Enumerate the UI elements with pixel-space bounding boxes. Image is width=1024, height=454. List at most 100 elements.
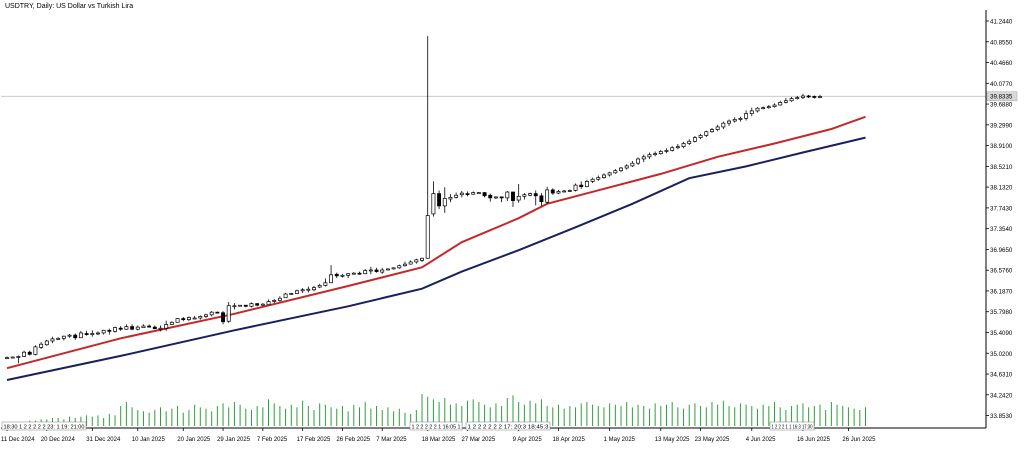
- axes: [1, 10, 987, 429]
- candle-body: [550, 189, 555, 194]
- candle-body: [755, 107, 760, 112]
- price-tick-label: 35.0200: [990, 351, 1013, 358]
- candlestick: [96, 331, 100, 336]
- candlestick: [522, 193, 527, 200]
- candle-body: [61, 335, 66, 339]
- candlestick: [459, 190, 464, 198]
- candlestick: [442, 187, 447, 213]
- candlestick: [232, 303, 237, 310]
- candle-body: [277, 297, 282, 301]
- candle-body: [607, 172, 612, 176]
- candle-body: [147, 325, 152, 328]
- candle-body: [545, 189, 550, 203]
- candle-body: [425, 215, 430, 259]
- candlestick: [710, 127, 714, 133]
- candlestick: [590, 177, 595, 183]
- candlestick: [39, 342, 44, 349]
- candle-body: [783, 100, 788, 103]
- candlestick: [670, 146, 675, 152]
- candlestick: [619, 166, 623, 173]
- candlestick: [744, 110, 749, 121]
- candlestick: [539, 193, 544, 206]
- candle-body: [465, 193, 470, 195]
- price-tick-label: 41.2440: [990, 18, 1013, 25]
- candlestick: [783, 98, 788, 104]
- candlestick: [84, 330, 89, 336]
- candle-body: [488, 194, 493, 199]
- session-label-strip: 1 2 2 2 1 1 16:3 17:30: [769, 421, 815, 431]
- session-label-text: 1 2 2 2 2 2 2 17: 20:3 18:45:3: [468, 425, 549, 431]
- time-tick-label: 20 Jan 2025: [177, 437, 211, 443]
- candlestick: [238, 304, 243, 307]
- candlestick: [255, 303, 260, 307]
- candle-body: [84, 333, 89, 335]
- session-label-box: [769, 421, 815, 431]
- candle-body: [414, 259, 419, 263]
- candlestick: [277, 296, 282, 302]
- candlestick: [493, 196, 498, 199]
- time-tick-label: 27 Mar 2025: [462, 437, 496, 443]
- session-label-text: 18:30 1 2 2 2 2 2 23: 1 19: 21:00: [4, 425, 85, 431]
- candle-body: [704, 131, 709, 136]
- candle-body: [710, 129, 714, 133]
- candle-body: [420, 257, 424, 261]
- candlestick: [505, 190, 510, 202]
- time-tick-label: 23 May 2025: [695, 437, 730, 443]
- candlestick: [204, 313, 208, 319]
- candle-body: [232, 305, 237, 308]
- chart-title: USDTRY, Daily: US Dollar vs Turkish Lira: [5, 3, 134, 10]
- candlestick: [221, 311, 225, 325]
- candle-body: [590, 178, 595, 182]
- candle-body: [204, 314, 208, 317]
- candlestick: [141, 324, 146, 328]
- candlestick: [346, 273, 351, 278]
- candlestick: [488, 193, 493, 202]
- session-label-strip: 18:30 1 2 2 2 2 2 23: 1 19: 21:00: [1, 421, 87, 431]
- candlestick: [698, 133, 703, 140]
- candle-body: [175, 318, 180, 323]
- session-label-text: 1 2 2 2 1 1 16:3 17:30: [772, 425, 813, 431]
- candle-body: [687, 140, 692, 144]
- candlestick: [118, 326, 123, 331]
- candle-body: [397, 265, 402, 269]
- candlestick: [385, 268, 390, 271]
- candle-body: [715, 126, 720, 130]
- time-tick-label: 16 Jun 2025: [797, 437, 831, 443]
- candle-body: [738, 118, 743, 120]
- candle-body: [118, 327, 123, 330]
- time-tick-label: 1 May 2025: [604, 437, 636, 443]
- candle-body: [374, 269, 379, 272]
- candlestick: [465, 191, 470, 197]
- candlestick: [5, 356, 9, 359]
- candlestick: [425, 36, 430, 259]
- candle-body: [800, 95, 805, 98]
- candlestick: [300, 288, 305, 293]
- candlestick: [90, 330, 95, 337]
- candlestick: [130, 324, 135, 331]
- candlestick: [164, 320, 169, 331]
- candlestick: [192, 315, 197, 320]
- candle-body: [380, 269, 385, 273]
- candle-body: [476, 192, 481, 194]
- candlestick: [607, 171, 612, 177]
- session-label-strips: 18:30 1 2 2 2 2 2 23: 1 19: 21:00 1 2 2 2…: [1, 421, 815, 431]
- candlestick: [511, 191, 515, 207]
- candle-body: [744, 113, 749, 119]
- candlestick: [795, 95, 800, 100]
- price-tick-label: 33.8530: [990, 413, 1013, 420]
- candlestick: [800, 93, 805, 100]
- candlestick: [283, 292, 288, 299]
- candlestick: [664, 148, 669, 154]
- candle-body: [619, 167, 623, 172]
- candle-body: [357, 272, 362, 275]
- candlestick: [357, 271, 362, 275]
- candlesticks: [5, 36, 822, 364]
- candle-body: [448, 197, 453, 200]
- price-tick-label: 40.0770: [990, 81, 1013, 88]
- candlestick: [10, 356, 15, 359]
- price-tick-label: 37.3540: [990, 226, 1013, 233]
- candlestick: [732, 117, 737, 123]
- candle-body: [90, 333, 95, 335]
